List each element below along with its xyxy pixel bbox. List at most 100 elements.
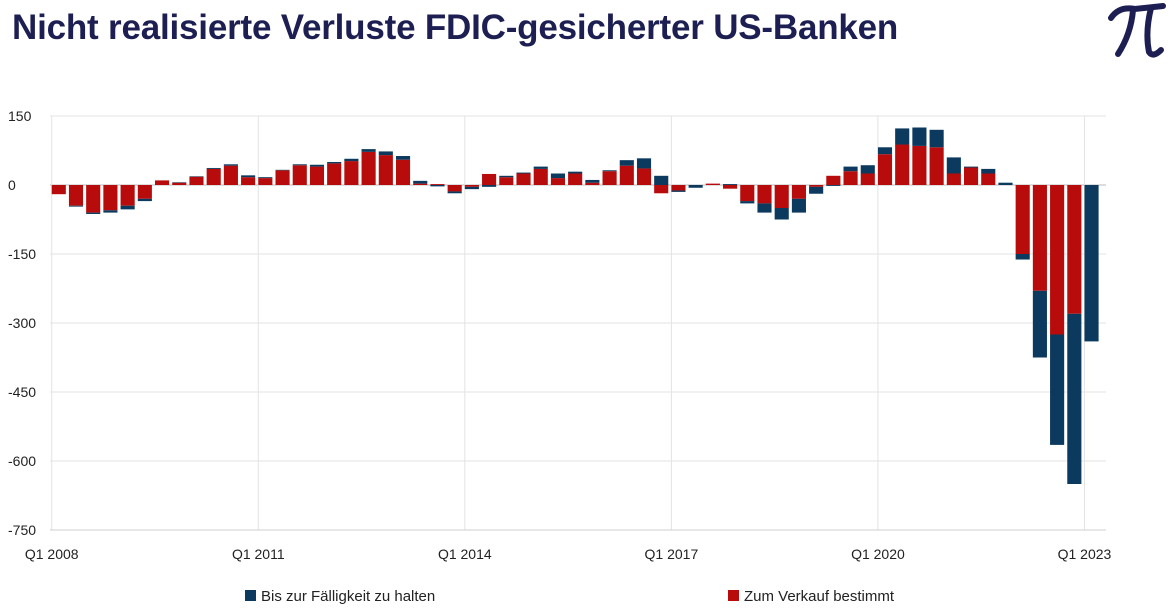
bar-segment	[895, 144, 910, 185]
bar-segment	[327, 162, 342, 164]
bar-segment	[275, 169, 290, 171]
bar-segment	[499, 177, 514, 185]
bar-segment	[860, 165, 875, 174]
bar-segment	[258, 177, 273, 179]
y-tick-label: 150	[8, 108, 32, 124]
bar-segment	[1032, 185, 1047, 291]
bar-segment	[912, 145, 927, 185]
x-tick-label: Q1 2017	[645, 546, 699, 562]
legend-label: Zum Verkauf bestimmt	[744, 588, 895, 605]
bar-segment	[602, 171, 617, 185]
bar-segment	[292, 164, 307, 166]
bar-segment	[963, 166, 979, 168]
bar-segment	[1050, 334, 1065, 445]
bar-segment	[464, 185, 479, 187]
bar-segment	[636, 168, 652, 185]
bar-segment	[877, 147, 893, 155]
bar-segment	[395, 159, 411, 185]
bar-segment	[189, 176, 204, 185]
bar-segment	[1032, 290, 1047, 358]
bar-segment	[86, 185, 101, 213]
x-tick-label: Q1 2020	[851, 546, 905, 562]
bar-segment	[413, 180, 428, 184]
bar-segment	[654, 185, 669, 194]
bar-segment	[223, 165, 238, 185]
bar-segment	[51, 185, 66, 195]
bar-segment	[809, 185, 824, 187]
bar-segment	[1084, 185, 1099, 342]
bar-segment	[154, 180, 170, 185]
bar-segment	[929, 129, 944, 148]
bar-segment	[981, 168, 996, 174]
pi-logo-icon	[1108, 3, 1166, 58]
bar-segment	[550, 173, 566, 179]
bar-segment	[137, 198, 152, 202]
bar-segment	[86, 212, 101, 214]
bar-segment	[327, 163, 342, 185]
bar-segment	[344, 161, 359, 185]
bar-segment	[1015, 254, 1030, 260]
x-tick-label: Q1 2008	[25, 546, 79, 562]
bar-segment	[946, 157, 961, 174]
legend-swatch	[728, 590, 739, 601]
y-tick-label: -450	[8, 384, 36, 400]
bar-segment	[137, 185, 152, 199]
bar-segment	[258, 178, 273, 185]
y-tick-label: -750	[8, 522, 36, 538]
bar-segment	[533, 166, 548, 169]
bar-segment	[223, 164, 238, 166]
bar-segment	[103, 210, 118, 213]
bar-segment	[482, 173, 497, 185]
bar-segment	[516, 172, 531, 174]
bar-segment	[68, 185, 84, 206]
bar-segment	[378, 155, 393, 185]
bar-segment	[929, 147, 944, 185]
bar-segment	[516, 173, 531, 185]
bar-segment	[585, 179, 600, 183]
bar-segment	[413, 183, 428, 185]
bar-segment	[602, 170, 617, 172]
bar-segment	[344, 158, 359, 162]
chart-title: Nicht realisierte Verluste FDIC-gesicher…	[12, 8, 899, 47]
bar-segment	[705, 183, 720, 185]
bar-segment	[654, 175, 669, 185]
bar-segment	[430, 184, 445, 185]
bar-segment	[68, 205, 84, 207]
bar-segment	[843, 171, 858, 185]
bar-segment	[774, 208, 789, 220]
bar-segment	[791, 185, 806, 199]
axes: 150 0 -150 -300 -450 -600 -750 Q1 2008 Q1 2011 Q1…	[8, 108, 1112, 562]
bar-segment	[275, 170, 290, 185]
y-tick-label: -300	[8, 315, 36, 331]
bar-segment	[120, 185, 135, 206]
bar-segment	[395, 156, 411, 160]
bar-segment	[619, 160, 634, 166]
bar-segment	[499, 175, 514, 178]
bar-segment	[309, 166, 325, 185]
bar-segment	[946, 173, 961, 185]
bar-segment	[464, 186, 479, 190]
bar-segment	[757, 185, 772, 204]
bar-segment	[206, 168, 221, 185]
bar-segment	[292, 165, 307, 185]
bar-segment	[172, 182, 187, 185]
bar-segment	[103, 185, 118, 211]
bar-segment	[671, 190, 686, 192]
bar-segment	[740, 201, 755, 204]
bar-segment	[877, 154, 893, 185]
bar-segment	[533, 168, 548, 185]
bar-segment	[241, 175, 256, 178]
bar-segment	[688, 185, 703, 188]
bar-segment	[826, 175, 841, 185]
bar-segment	[482, 185, 497, 187]
bar-segment	[860, 173, 875, 185]
bar-segment	[757, 203, 772, 213]
bar-segment	[568, 171, 583, 174]
bar-segment	[585, 182, 600, 185]
legend-label: Bis zur Fälligkeit zu halten	[261, 588, 435, 605]
x-tick-label: Q1 2011	[232, 546, 285, 562]
bar-segment	[550, 178, 566, 185]
bar-segment	[723, 184, 738, 185]
bar-segment	[912, 127, 927, 146]
